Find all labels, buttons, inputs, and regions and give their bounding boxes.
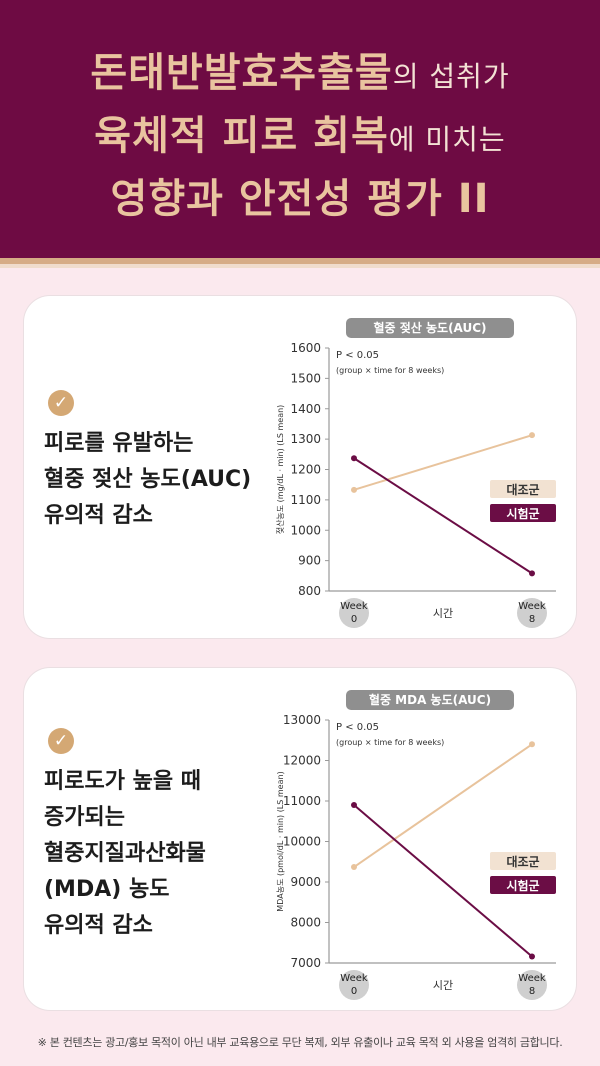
series-line-experimental — [353, 804, 533, 958]
check-circle-icon: ✓ — [48, 728, 74, 754]
data-point — [529, 432, 535, 439]
x-axis-label: 시간 — [433, 607, 453, 620]
title-rest-1: 의 섭취가 — [392, 60, 510, 93]
data-point — [529, 741, 535, 748]
lactate-chart: 혈중 젖산 농도(AUC) 1600 1500 1400 1300 1200 1100 100… — [275, 318, 556, 628]
description-line: 증가되는 — [44, 805, 125, 830]
significance-annotation: P < 0.05 — [336, 722, 379, 733]
x-tick-label: 0 — [351, 614, 357, 625]
y-tick-label: 800 — [298, 584, 321, 598]
x-tick-label: 8 — [529, 986, 535, 997]
x-category-bubble — [517, 970, 547, 1000]
header-divider-light — [0, 264, 600, 268]
title-line-2: 육체적 피로 회복에 미치는 — [0, 103, 600, 161]
legend-swatch — [490, 876, 556, 894]
legend-swatch — [490, 480, 556, 498]
y-tick-label: 12000 — [283, 754, 321, 768]
title-line-1: 돈태반발효추출물의 섭취가 — [0, 40, 600, 98]
x-category-bubble — [339, 598, 369, 628]
legend-swatch — [490, 852, 556, 870]
data-point — [351, 802, 357, 809]
description-line: 피로도가 높을 때 — [44, 769, 201, 794]
x-tick-label: Week — [340, 973, 368, 984]
y-axis-label: 젖산농도 (mg/dL · min) (LS mean) — [275, 405, 285, 535]
header-banner: 돈태반발효추출물의 섭취가 육체적 피로 회복에 미치는 영향과 안전성 평가 … — [0, 0, 600, 258]
x-tick-label: Week — [340, 601, 368, 612]
y-tick-label: 1000 — [290, 523, 321, 537]
description-line: 유의적 감소 — [44, 913, 153, 938]
significance-annotation: P < 0.05 — [336, 350, 379, 361]
legend-label: 대조군 — [506, 483, 539, 497]
x-tick-label: Week — [518, 973, 546, 984]
mda-card: ✓ 피로도가 높을 때 증가되는 혈중지질과산화물 (MDA) 농도 유의적 감… — [24, 668, 576, 1010]
title-emphasis-1: 돈태반발효추출물 — [90, 50, 393, 96]
title-rest-2: 에 미치는 — [388, 123, 506, 156]
legend-label: 대조군 — [506, 855, 539, 869]
legend-swatch — [490, 504, 556, 522]
chart-title: 혈중 MDA 농도(AUC) — [369, 692, 491, 707]
x-tick-label: Week — [518, 601, 546, 612]
data-point — [351, 486, 357, 493]
lactate-card: ✓ 피로를 유발하는 혈중 젖산 농도(AUC) 유의적 감소 혈중 젖산 농도… — [24, 296, 576, 638]
y-tick-label: 8000 — [290, 916, 321, 930]
y-tick-label: 10000 — [283, 835, 321, 849]
y-axis-label: MDA농도 (pmol/dL · min) (LS mean) — [276, 771, 285, 911]
mda-description: 피로도가 높을 때 증가되는 혈중지질과산화물 (MDA) 농도 유의적 감소 — [44, 764, 284, 944]
y-tick-label: 11000 — [283, 794, 321, 808]
x-tick-label: 0 — [351, 986, 357, 997]
y-tick-label: 13000 — [283, 713, 321, 727]
series-line-control — [353, 434, 533, 491]
footer-disclaimer: ※ 본 컨텐츠는 광고/홍보 목적이 아닌 내부 교육용으로 무단 복제, 외부… — [37, 1036, 563, 1049]
x-axis-label: 시간 — [433, 979, 453, 992]
y-tick-label: 1400 — [290, 402, 321, 416]
y-tick-label: 7000 — [290, 956, 321, 970]
description-line: 혈중지질과산화물 — [44, 841, 206, 866]
y-tick-label: 1600 — [290, 341, 321, 355]
description-line: 피로를 유발하는 — [44, 431, 194, 456]
data-point — [351, 455, 357, 462]
description-line: 유의적 감소 — [44, 503, 153, 528]
series-line-control — [353, 743, 533, 868]
title-line-3: 영향과 안전성 평가 II — [110, 176, 490, 222]
significance-note: (group × time for 8 weeks) — [336, 366, 444, 375]
y-tick-label: 1300 — [290, 432, 321, 446]
mda-chart: 혈중 MDA 농도(AUC)13000120001100010000900080… — [276, 690, 556, 1000]
chart-title: 혈중 젖산 농도(AUC) — [373, 320, 486, 335]
data-point — [529, 953, 535, 960]
x-tick-label: 8 — [529, 614, 535, 625]
header-divider — [0, 258, 600, 264]
check-circle-icon: ✓ — [48, 390, 74, 416]
series-line-experimental — [353, 457, 533, 575]
y-tick-label: 9000 — [290, 875, 321, 889]
title-emphasis-2: 육체적 피로 회복 — [94, 113, 389, 159]
chart-title-pill — [346, 318, 514, 338]
chart-title-pill — [346, 690, 514, 710]
y-tick-label: 1200 — [290, 463, 321, 477]
description-line: 혈중 젖산 농도(AUC) — [44, 467, 252, 492]
x-category-bubble — [517, 598, 547, 628]
y-tick-label: 1500 — [290, 371, 321, 385]
legend-label: 시험군 — [506, 506, 539, 521]
data-point — [351, 864, 357, 871]
legend-label: 시험군 — [506, 878, 539, 893]
data-point — [529, 570, 535, 577]
x-category-bubble — [339, 970, 369, 1000]
description-line: (MDA) 농도 — [44, 877, 170, 902]
y-tick-label: 900 — [298, 554, 321, 568]
significance-note: (group × time for 8 weeks) — [336, 738, 444, 747]
lactate-description: 피로를 유발하는 혈중 젖산 농도(AUC) 유의적 감소 — [44, 426, 284, 534]
y-tick-label: 1100 — [290, 493, 321, 507]
